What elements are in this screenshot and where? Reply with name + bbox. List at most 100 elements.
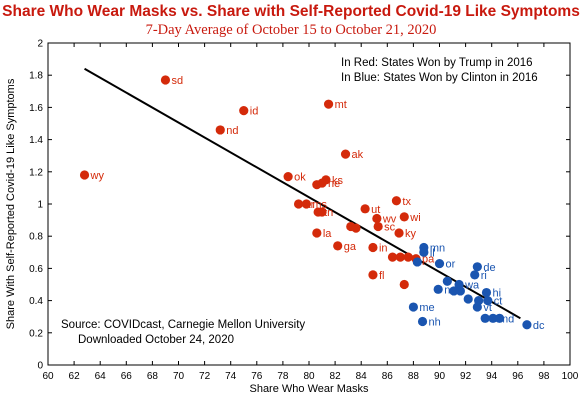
point-label-mn: mn	[430, 242, 445, 254]
x-tick-label: 76	[251, 371, 263, 382]
data-point-fl2	[399, 279, 409, 290]
data-points: wysdidndmtakokksnearmstnuttxwvscwikylaga…	[79, 75, 545, 332]
y-tick-label: 0.6	[29, 264, 43, 275]
y-tick-label: 1.8	[29, 71, 43, 82]
point-label-sd: sd	[171, 75, 183, 87]
data-point-oh	[387, 252, 398, 262]
y-tick-label: 0.2	[29, 328, 43, 339]
legend-entry-clinton: In Blue: States Won by Clinton in 2016	[341, 72, 538, 84]
chart-title: Share Who Wear Masks vs. Share with Self…	[2, 3, 580, 20]
data-point-ny	[463, 294, 473, 304]
point-label-ut: ut	[371, 204, 380, 216]
point-label-ok: ok	[294, 172, 306, 184]
point-label-ga: ga	[344, 241, 357, 253]
point-label-nd: nd	[226, 125, 238, 137]
data-point-ri	[470, 270, 480, 280]
data-point-la	[312, 228, 322, 238]
point-label-hi: hi	[492, 288, 501, 300]
y-axis-ticks: 0 0.2 0.4 0.6 0.8 1 1.2 1.4 1.6 1.8 2	[29, 39, 570, 372]
point-label-ky: ky	[405, 228, 417, 240]
data-point-sd	[160, 75, 171, 85]
data-point-dc	[522, 320, 532, 330]
point-label-pa: pa	[422, 254, 435, 266]
x-tick-label: 86	[382, 371, 394, 382]
data-point-ga	[333, 241, 343, 251]
y-tick-label: 0.8	[29, 232, 43, 243]
data-point-me	[408, 302, 418, 312]
data-point-il	[419, 247, 429, 257]
point-label-id: id	[250, 106, 259, 118]
point-label-ct: ct	[494, 296, 503, 308]
data-point-hi	[481, 287, 492, 298]
x-tick-label: 92	[460, 371, 472, 382]
point-label-de: de	[483, 262, 495, 274]
x-tick-label: 94	[486, 371, 498, 382]
x-tick-label: 60	[42, 371, 54, 382]
point-label-ne: ne	[328, 178, 340, 190]
y-tick-label: 1.2	[29, 167, 43, 178]
data-point-id	[239, 106, 249, 116]
data-point-tx	[391, 196, 402, 206]
point-label-ks: ks	[332, 175, 344, 187]
x-tick-label: 80	[303, 371, 315, 382]
data-point-fl	[368, 270, 378, 280]
data-point-mt	[323, 99, 334, 109]
y-tick-label: 1.4	[29, 135, 43, 146]
data-point-wy	[79, 170, 90, 180]
x-tick-label: 96	[512, 371, 524, 382]
x-tick-label: 98	[538, 371, 550, 382]
y-tick-label: 0.4	[29, 296, 43, 307]
x-tick-label: 82	[330, 371, 342, 382]
point-label-in: in	[379, 242, 388, 254]
point-label-wa: wa	[464, 280, 480, 292]
point-label-fl: fl	[379, 270, 385, 282]
x-tick-label: 66	[121, 371, 133, 382]
data-point-al	[317, 207, 327, 217]
y-tick-label: 1.6	[29, 103, 43, 114]
x-tick-label: 64	[95, 371, 107, 382]
x-tick-label: 72	[199, 371, 211, 382]
point-label-tn: tn	[324, 207, 333, 219]
data-point-ct	[483, 296, 493, 306]
data-point-nv	[412, 257, 422, 267]
x-axis-label: Share Who Wear Masks	[249, 383, 369, 395]
x-tick-label: 68	[147, 371, 159, 382]
data-point-vt	[472, 302, 482, 312]
data-point-nm	[433, 284, 443, 294]
data-point-wv	[372, 213, 382, 224]
data-point-mi	[395, 252, 405, 262]
x-tick-label: 74	[225, 371, 237, 382]
x-tick-label: 78	[277, 371, 289, 382]
data-point-mo	[312, 180, 322, 190]
source-line-2: Downloaded October 24, 2020	[78, 334, 234, 346]
data-point-wi	[399, 212, 409, 222]
y-tick-label: 0	[37, 361, 43, 372]
point-label-ak: ak	[352, 149, 364, 161]
x-tick-label: 62	[69, 371, 81, 382]
point-label-sc: sc	[384, 222, 396, 234]
data-point-de	[472, 262, 482, 272]
data-point-in	[368, 242, 378, 253]
y-axis-label: Share With Self-Reported Covid-19 Like S…	[5, 78, 17, 329]
data-point-ms	[301, 199, 311, 209]
data-point-nc	[351, 223, 361, 233]
data-point-or	[434, 258, 445, 269]
y-tick-label: 1	[37, 200, 43, 211]
data-point-sc	[373, 221, 383, 232]
data-point-nd	[215, 125, 225, 135]
data-point-ri2	[494, 313, 505, 323]
legend-entry-trump: In Red: States Won by Trump in 2016	[341, 57, 533, 69]
data-point-ak	[340, 149, 351, 159]
y-tick-label: 2	[37, 39, 43, 50]
point-label-ri: ri	[481, 270, 487, 282]
data-point-ar	[293, 199, 304, 209]
x-tick-label: 90	[434, 371, 446, 382]
point-label-nh: nh	[429, 317, 441, 329]
chart-subtitle: 7-Day Average of October 15 to October 2…	[146, 22, 437, 38]
point-label-wi: wi	[409, 212, 420, 224]
point-label-wv: wv	[382, 213, 397, 225]
data-point-ma	[480, 313, 490, 323]
data-point-md	[488, 313, 498, 323]
point-label-me: me	[419, 302, 434, 314]
